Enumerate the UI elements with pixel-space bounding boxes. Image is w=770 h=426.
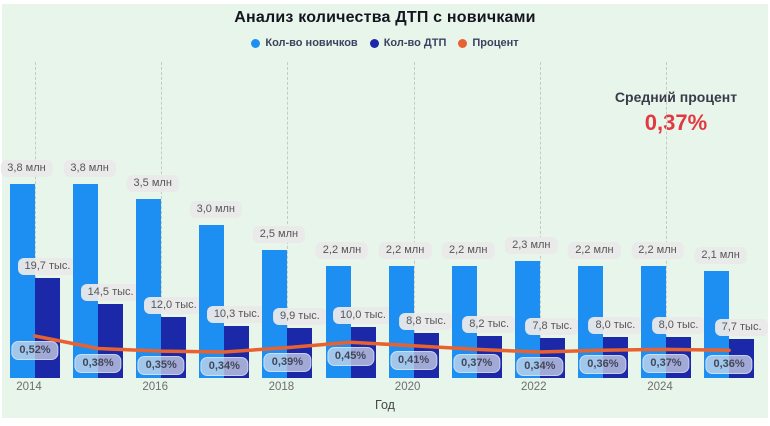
dtp-value-label-2020: 8,8 тыс. (399, 313, 454, 330)
legend-label-percent: Процент (472, 37, 519, 49)
percent-value-label-2017: 0,34% (200, 357, 248, 376)
percent-value-label-2025: 0,36% (705, 355, 753, 375)
novice-value-label-2023: 2,2 млн (568, 242, 621, 259)
novice-value-label-2017: 3,0 млн (189, 201, 242, 218)
novice-value-label-2022: 2,3 млн (505, 237, 558, 254)
dtp-legend-dot-icon (369, 38, 379, 48)
legend-label-dtp: Кол-во ДТП (383, 37, 447, 49)
novice-value-label-2014: 3,8 млн (0, 160, 53, 177)
dtp-value-label-2016: 12,0 тыс. (143, 297, 204, 314)
legend-label-novice: Кол-во новичков (265, 37, 358, 49)
legend: Кол-во новичков Кол-во ДТП Процент (0, 37, 770, 49)
percent-value-label-2015: 0,38% (74, 353, 122, 373)
dtp-value-label-2025: 7,7 тыс. (714, 319, 769, 336)
percent-legend-dot-icon (458, 38, 468, 48)
dtp-value-label-2022: 7,8 тыс. (525, 318, 580, 335)
novice-value-label-2019: 2,2 млн (315, 242, 369, 259)
legend-item-dtp[interactable]: Кол-во ДТП (369, 37, 447, 49)
x-tick-2024: 2024 (647, 381, 673, 393)
x-tick-2016: 2016 (142, 381, 168, 393)
percent-value-label-2016: 0,35% (137, 356, 185, 376)
chart-title: Анализ количества ДТП с новичками (234, 9, 536, 26)
gridline-2014 (35, 62, 36, 378)
x-tick-2014: 2014 (16, 381, 42, 393)
novice-value-label-2018: 2,5 млн (252, 226, 306, 243)
gridline-2022 (539, 62, 541, 378)
bar-novice-2017[interactable] (199, 225, 225, 378)
percent-value-label-2021: 0,37% (453, 354, 501, 374)
bar-novice-2015[interactable] (73, 184, 99, 378)
x-tick-2018: 2018 (268, 381, 295, 393)
dtp-value-label-2021: 8,2 тыс. (462, 316, 517, 333)
percent-value-label-2018: 0,39% (263, 352, 311, 372)
dtp-value-label-2015: 14,5 тыс. (80, 284, 141, 301)
average-percent-label: Средний процент (614, 89, 738, 105)
gridline-2024 (666, 62, 667, 378)
novice-value-label-2024: 2,2 млн (631, 242, 684, 259)
legend-item-percent[interactable]: Процент (458, 37, 519, 49)
dtp-value-label-2018: 9,9 тыс. (272, 308, 327, 325)
dtp-value-label-2023: 8,0 тыс. (588, 317, 643, 334)
percent-value-label-2023: 0,36% (579, 355, 627, 375)
gridline-2016 (161, 62, 163, 378)
dtp-value-label-2014: 19,7 тыс. (17, 258, 78, 275)
average-percent-value: 0,37% (644, 110, 708, 135)
percent-value-label-2020: 0,41% (389, 350, 438, 370)
x-tick-2020: 2020 (394, 381, 421, 393)
x-tick-2022: 2022 (521, 381, 547, 393)
novice-legend-dot-icon (251, 38, 261, 48)
bar-dtp-2014[interactable] (35, 278, 60, 378)
novice-value-label-2021: 2,2 млн (441, 242, 495, 259)
legend-item-novice[interactable]: Кол-во новичков (251, 37, 358, 49)
percent-value-label-2019: 0,45% (326, 347, 375, 367)
bar-novice-2016[interactable] (136, 199, 162, 378)
percent-value-label-2014: 0,52% (11, 341, 59, 360)
percent-value-label-2022: 0,34% (516, 357, 564, 376)
x-axis-title: Год (375, 398, 395, 412)
gridline-2018 (287, 62, 289, 378)
novice-value-label-2020: 2,2 млн (378, 242, 432, 259)
novice-value-label-2025: 2,1 млн (694, 247, 747, 264)
novice-value-label-2016: 3,5 млн (126, 175, 179, 192)
gridline-2020 (413, 62, 415, 378)
dtp-value-label-2017: 10,3 тыс. (206, 306, 267, 323)
dtp-value-label-2024: 8,0 тыс. (651, 317, 706, 334)
novice-value-label-2015: 3,8 млн (63, 160, 116, 177)
dtp-value-label-2019: 10,0 тыс. (333, 307, 393, 324)
percent-value-label-2024: 0,37% (642, 354, 690, 374)
